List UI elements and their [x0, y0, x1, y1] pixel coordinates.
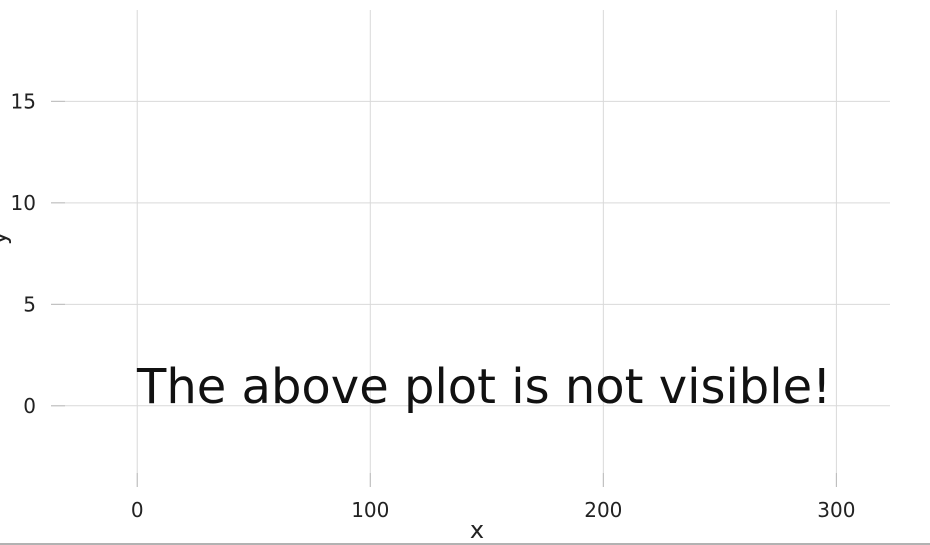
- x-tick-label: 200: [584, 498, 622, 522]
- y-tick-label: 0: [23, 394, 36, 418]
- x-tick-labels: 0 100 200 300: [131, 498, 856, 522]
- y-tick-labels: 0 5 10 15: [11, 89, 36, 417]
- y-tick-label: 5: [23, 292, 36, 316]
- x-tick-label: 0: [131, 498, 144, 522]
- axis-ticks: [51, 100, 837, 487]
- y-axis-title: y: [0, 231, 12, 245]
- x-axis-title: x: [470, 516, 484, 544]
- grid-lines: [51, 10, 890, 487]
- y-tick-label: 10: [11, 191, 36, 215]
- y-tick-label: 15: [11, 89, 36, 113]
- x-tick-label: 100: [351, 498, 389, 522]
- plot-annotation: The above plot is not visible!: [136, 359, 831, 415]
- x-tick-label: 300: [817, 498, 855, 522]
